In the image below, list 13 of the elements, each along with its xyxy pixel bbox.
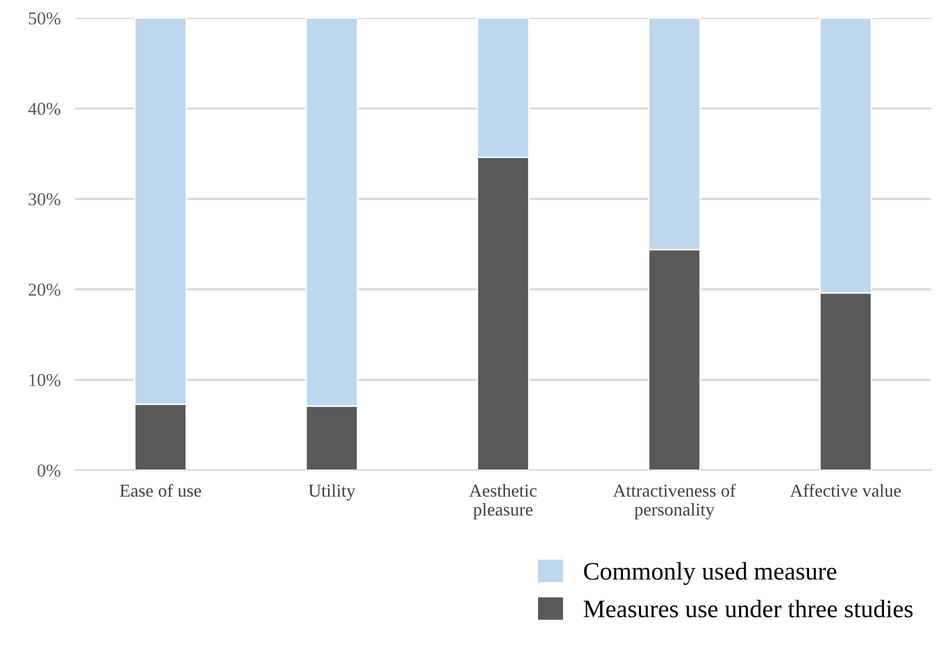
y-tick-label: 40% xyxy=(28,102,60,115)
x-tick-label: Attractiveness of personality xyxy=(613,484,736,520)
legend-label: Measures use under three studies xyxy=(584,600,913,618)
y-tick-label: 30% xyxy=(28,193,60,206)
legend-label: Commonly used measure xyxy=(584,562,836,585)
x-tick-label: Utility xyxy=(308,484,356,501)
x-tick-label: Affective value xyxy=(790,484,901,497)
y-tick-label: 10% xyxy=(29,374,60,386)
y-tick-label: 20% xyxy=(28,284,60,296)
x-tick-label: Aesthetic pleasure xyxy=(469,484,537,520)
y-tick-label: 0% xyxy=(38,464,60,477)
x-tick-label: Ease of use xyxy=(120,484,202,497)
y-tick-label: 50% xyxy=(28,12,60,25)
